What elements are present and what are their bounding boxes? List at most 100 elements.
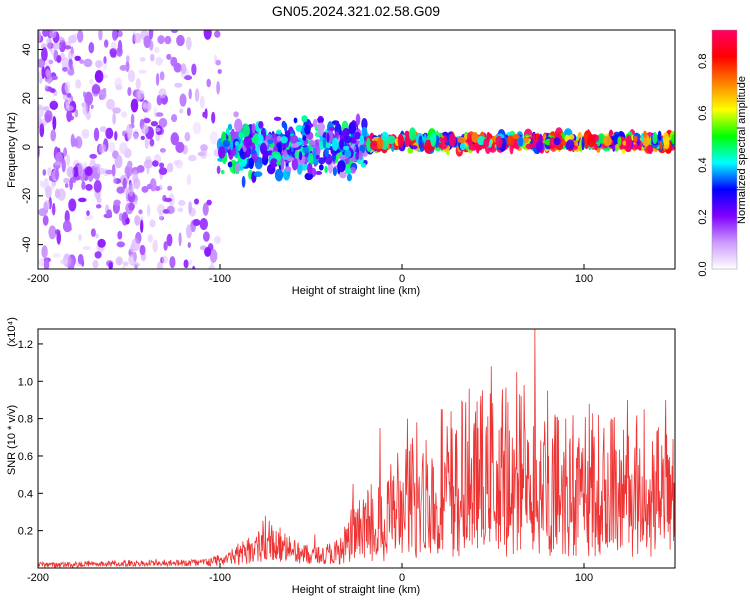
- spectral-cell: [235, 144, 239, 159]
- spectral-cell: [209, 131, 218, 145]
- spectral-cell: [326, 132, 330, 143]
- y-tick-label: -40: [21, 237, 33, 253]
- spectral-cell: [111, 164, 116, 177]
- spectral-cell: [270, 158, 278, 168]
- spectral-cell: [126, 55, 130, 63]
- spectral-cell: [158, 88, 167, 99]
- figure-title: GN05.2024.321.02.58.G09: [272, 3, 440, 19]
- spectral-cell: [64, 210, 70, 224]
- spectral-cell: [40, 180, 44, 188]
- spectral-cell: [72, 33, 79, 39]
- spectral-cell: [568, 134, 575, 141]
- spectral-cell: [106, 98, 115, 110]
- spectral-cell: [284, 122, 288, 132]
- spectral-cell: [148, 30, 154, 40]
- colorbar-ticks: 0.0 0.2 0.4 0.6 0.8: [697, 54, 709, 277]
- spectral-cell: [78, 234, 82, 241]
- spectral-cell: [271, 151, 281, 157]
- spectral-cell: [542, 134, 547, 141]
- spectral-cell: [55, 168, 59, 181]
- spectral-cell: [465, 138, 473, 144]
- spectral-cell: [96, 167, 106, 175]
- spectral-cell: [112, 30, 118, 41]
- spectral-cell: [194, 88, 200, 102]
- spectral-cell: [149, 138, 155, 147]
- spectral-cell: [71, 138, 79, 147]
- spectral-cell: [222, 140, 231, 148]
- spectral-cell: [51, 75, 59, 80]
- spectral-cell: [114, 77, 123, 89]
- spectral-cell: [146, 183, 153, 190]
- spectral-cell: [69, 63, 73, 70]
- spectral-cell: [66, 166, 75, 178]
- spectral-cell: [130, 113, 135, 126]
- colorbar-tick-label: 0.6: [697, 105, 709, 120]
- spectral-cell: [114, 154, 123, 169]
- spectral-cell: [344, 167, 352, 175]
- spectral-cell: [659, 140, 663, 151]
- spectral-cell: [387, 135, 396, 145]
- colorbar-tick-label: 0.8: [697, 54, 709, 69]
- spectral-cell: [45, 186, 52, 199]
- spectral-cell: [173, 62, 182, 73]
- spectral-cell: [95, 60, 103, 68]
- spectral-cell: [430, 138, 436, 147]
- spectral-cell: [47, 167, 52, 177]
- x-tick-label: -100: [209, 273, 231, 285]
- spectral-cell: [211, 111, 216, 124]
- spectral-cell: [506, 135, 515, 146]
- spectral-cell: [214, 30, 221, 38]
- spectral-cell: [63, 147, 67, 157]
- y-tick-label: 0.4: [18, 488, 33, 500]
- spectral-cell: [197, 151, 206, 157]
- x-tick-label: 0: [399, 273, 405, 285]
- spectral-cell: [86, 210, 90, 216]
- spectral-cell: [166, 162, 174, 173]
- spectral-cell: [127, 160, 133, 168]
- spectral-cell: [52, 253, 61, 258]
- spectral-cell: [159, 148, 166, 153]
- spectral-cell: [98, 89, 107, 100]
- spectral-cell: [206, 78, 211, 88]
- spectral-cell: [291, 143, 300, 148]
- spectral-cell: [143, 159, 153, 169]
- spectral-cell: [122, 177, 127, 189]
- spectral-cell: [49, 88, 56, 93]
- spectral-cell: [61, 158, 66, 173]
- spectral-cell: [162, 209, 170, 214]
- spectral-cell: [155, 56, 163, 66]
- spectral-cell: [41, 47, 48, 62]
- spectral-cell: [85, 184, 93, 191]
- spectral-cell: [154, 127, 161, 132]
- spectral-cell: [324, 147, 329, 158]
- spectral-cell: [188, 88, 192, 100]
- spectral-cell: [284, 166, 292, 173]
- colorbar-gradient: [712, 30, 737, 269]
- spectral-cell: [204, 108, 208, 120]
- snr-y-ticks: 0.2 0.4 0.6 0.8 1.0 1.2: [18, 339, 43, 538]
- spectral-cell: [424, 139, 433, 154]
- spectral-cell: [166, 233, 173, 247]
- spectral-cell: [38, 258, 45, 267]
- spectral-cell: [141, 124, 149, 135]
- spectral-cell: [103, 56, 107, 64]
- spectral-cell: [88, 42, 95, 54]
- spectral-cell: [98, 30, 103, 41]
- spectral-cell: [95, 233, 99, 239]
- spectral-cell: [117, 230, 123, 240]
- spectral-cell: [234, 118, 243, 132]
- y-tick-label: 20: [21, 92, 33, 104]
- spectral-cell: [448, 133, 456, 147]
- spectral-cell: [652, 132, 658, 145]
- spectral-cell: [235, 163, 240, 173]
- spectral-cell: [83, 58, 93, 68]
- spectral-cell: [84, 166, 93, 177]
- spectrogram-y-axis-label: Frequency (Hz): [6, 112, 18, 188]
- spectral-cell: [216, 81, 220, 95]
- spectral-cell: [202, 202, 209, 216]
- y-tick-label: 1.0: [18, 376, 33, 388]
- spectral-cell: [178, 232, 182, 247]
- spectral-cell: [52, 116, 57, 131]
- spectral-cell: [274, 168, 284, 182]
- spectral-cell: [39, 77, 43, 84]
